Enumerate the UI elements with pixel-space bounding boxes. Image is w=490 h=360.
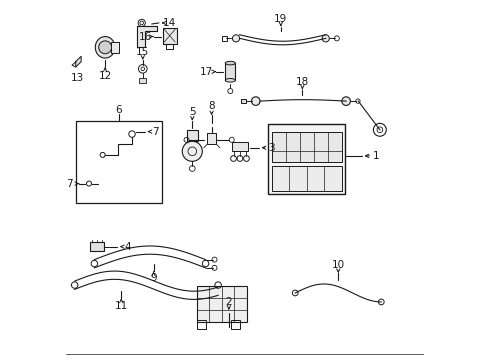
Text: 11: 11 — [115, 301, 128, 311]
Bar — [139, 78, 147, 83]
Bar — [207, 134, 216, 144]
Circle shape — [322, 35, 329, 42]
Circle shape — [251, 97, 260, 105]
Text: 4: 4 — [124, 242, 131, 252]
Text: 19: 19 — [274, 14, 288, 24]
Circle shape — [182, 141, 202, 161]
Text: 1: 1 — [372, 151, 379, 161]
Text: 3: 3 — [268, 143, 274, 153]
Polygon shape — [137, 26, 157, 47]
Bar — [111, 42, 120, 53]
Bar — [242, 99, 245, 103]
Bar — [272, 132, 342, 162]
Text: 14: 14 — [163, 18, 176, 28]
Text: 7: 7 — [66, 179, 73, 189]
Text: 17: 17 — [200, 67, 213, 77]
Text: 8: 8 — [208, 102, 215, 112]
Text: 10: 10 — [332, 260, 345, 270]
Text: 16: 16 — [139, 32, 152, 41]
Bar — [269, 125, 345, 194]
Circle shape — [98, 41, 112, 54]
Ellipse shape — [95, 37, 115, 58]
Bar — [196, 320, 205, 329]
Bar — [225, 63, 235, 80]
Circle shape — [342, 97, 350, 105]
Ellipse shape — [225, 78, 235, 82]
Text: 7: 7 — [152, 127, 159, 136]
Text: 12: 12 — [98, 71, 112, 81]
Text: 5: 5 — [189, 107, 196, 117]
Bar — [76, 121, 162, 203]
Bar — [187, 130, 197, 140]
Bar — [222, 36, 227, 41]
Text: 6: 6 — [116, 105, 122, 115]
Bar — [196, 286, 247, 321]
Text: 9: 9 — [150, 273, 157, 283]
Circle shape — [373, 123, 386, 136]
Polygon shape — [76, 56, 81, 67]
Bar — [163, 28, 177, 44]
Circle shape — [232, 35, 240, 42]
Bar — [272, 166, 342, 191]
Text: 18: 18 — [296, 77, 309, 87]
Bar — [231, 320, 240, 329]
Bar — [232, 142, 248, 151]
Bar — [90, 242, 104, 251]
Text: 15: 15 — [136, 46, 149, 57]
Text: 2: 2 — [225, 297, 232, 307]
Text: 13: 13 — [71, 73, 84, 83]
Ellipse shape — [225, 61, 235, 65]
